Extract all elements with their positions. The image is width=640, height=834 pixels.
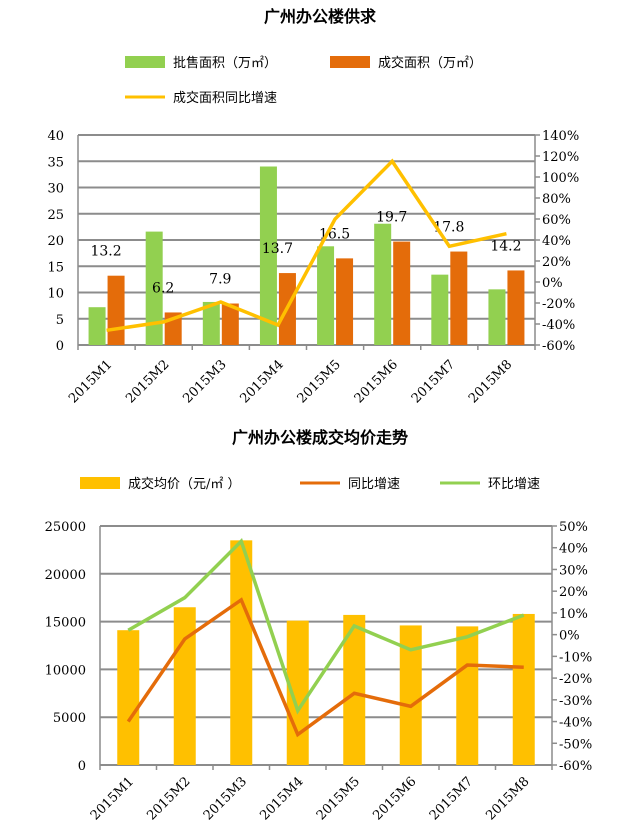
y2-tick-label: 0%	[559, 629, 580, 644]
bar-成交均价（元/㎡ ）	[343, 614, 366, 765]
x-tick-label: 2015M6	[370, 774, 419, 823]
y2-tick-label: 140%	[542, 129, 579, 144]
y-tick-label: 25	[47, 208, 64, 223]
y2-tick-label: 40%	[559, 542, 588, 557]
y2-tick-label: -10%	[559, 650, 592, 665]
bar-成交面积（万㎡）	[393, 241, 411, 345]
y-tick-label: 40	[47, 129, 64, 144]
bar-成交均价（元/㎡ ）	[117, 630, 140, 765]
x-tick-label: 2015M4	[238, 357, 287, 406]
y2-tick-label: -40%	[542, 318, 575, 333]
bar-批售面积（万㎡）	[488, 289, 506, 345]
legend-label: 同比增速	[348, 477, 400, 492]
bar-批售面积（万㎡）	[317, 246, 335, 345]
bar-成交面积（万㎡）	[450, 251, 468, 345]
legend-swatch	[330, 56, 370, 68]
legend-label: 成交面积（万㎡）	[378, 55, 482, 71]
y-tick-label: 10000	[45, 663, 86, 678]
bar-成交面积（万㎡）	[336, 258, 354, 345]
x-tick-label: 2015M4	[257, 774, 306, 823]
chart-title: 广州办公楼供求	[264, 7, 377, 26]
y2-tick-label: -40%	[559, 716, 592, 731]
chart-title: 广州办公楼成交均价走势	[232, 428, 408, 447]
legend-label: 环比增速	[488, 477, 540, 492]
y2-tick-label: 120%	[542, 150, 579, 165]
x-tick-label: 2015M7	[427, 774, 476, 823]
y-tick-label: 15	[47, 260, 64, 275]
y-tick-label: 20	[47, 234, 64, 249]
bar-批售面积（万㎡）	[259, 166, 277, 345]
y2-tick-label: -30%	[559, 694, 592, 709]
y2-tick-label: 50%	[559, 520, 588, 535]
line-series	[126, 597, 524, 738]
legend-label: 成交面积同比增速	[173, 90, 277, 106]
x-tick-label: 2015M1	[66, 357, 115, 406]
y2-tick-label: 60%	[542, 213, 571, 228]
y-tick-label: 20000	[45, 568, 86, 583]
x-tick-label: 2015M6	[352, 357, 401, 406]
y2-tick-label: -50%	[559, 737, 592, 752]
bar-批售面积（万㎡）	[88, 307, 106, 345]
bar-成交均价（元/㎡ ）	[512, 613, 535, 765]
x-tick-label: 2015M8	[466, 357, 515, 406]
x-tick-label: 2015M2	[144, 774, 193, 823]
y2-tick-label: 30%	[559, 563, 588, 578]
bar-批售面积（万㎡）	[145, 231, 163, 345]
y-tick-label: 5	[56, 313, 64, 328]
y2-tick-label: 10%	[559, 607, 588, 622]
bar-批售面积（万㎡）	[431, 274, 449, 345]
y-tick-label: 10	[47, 287, 64, 302]
y2-tick-label: -60%	[559, 759, 592, 774]
bar-成交面积（万㎡）	[507, 270, 525, 345]
data-label: 7.9	[209, 272, 231, 288]
legend-swatch	[80, 477, 120, 489]
data-label: 19.7	[376, 210, 407, 226]
data-label: 6.2	[152, 280, 174, 296]
y2-tick-label: 0%	[542, 276, 563, 291]
data-label: 14.2	[490, 238, 521, 254]
y2-tick-label: 100%	[542, 171, 579, 186]
x-tick-label: 2015M2	[123, 357, 172, 406]
data-label: 13.2	[90, 244, 121, 260]
x-tick-label: 2015M5	[295, 357, 344, 406]
y2-tick-label: -20%	[542, 297, 575, 312]
y-tick-label: 25000	[45, 520, 86, 535]
data-label: 16.5	[319, 226, 350, 242]
x-tick-label: 2015M5	[314, 774, 363, 823]
bar-成交面积（万㎡）	[221, 303, 239, 345]
y-tick-label: 0	[56, 339, 64, 354]
y-tick-label: 15000	[45, 616, 86, 631]
y-tick-label: 35	[47, 155, 64, 170]
line-series	[106, 158, 507, 333]
data-label: 13.7	[262, 241, 293, 257]
bar-批售面积（万㎡）	[374, 223, 392, 345]
y-tick-label: 0	[78, 759, 86, 774]
bar-批售面积（万㎡）	[202, 301, 220, 345]
legend-label: 成交均价（元/㎡ ）	[128, 476, 241, 492]
x-tick-label: 2015M3	[180, 357, 229, 406]
line-series	[127, 537, 525, 715]
y2-tick-label: 20%	[559, 585, 588, 600]
x-tick-label: 2015M7	[409, 357, 458, 406]
x-tick-label: 2015M1	[88, 774, 137, 823]
bar-成交均价（元/㎡ ）	[399, 625, 422, 765]
y2-tick-label: -20%	[559, 672, 592, 687]
bar-成交均价（元/㎡ ）	[230, 540, 253, 765]
bar-成交面积（万㎡）	[107, 275, 125, 345]
legend-swatch	[125, 56, 165, 68]
bar-成交均价（元/㎡ ）	[173, 607, 196, 765]
y2-tick-label: 40%	[542, 234, 571, 249]
y2-tick-label: 20%	[542, 255, 571, 270]
y-tick-label: 5000	[53, 711, 86, 726]
y2-tick-label: 80%	[542, 192, 571, 207]
y2-tick-label: -60%	[542, 339, 575, 354]
bar-成交均价（元/㎡ ）	[456, 626, 479, 765]
y-tick-label: 30	[47, 182, 64, 197]
legend-label: 批售面积（万㎡）	[173, 55, 277, 71]
x-tick-label: 2015M8	[483, 774, 532, 823]
x-tick-label: 2015M3	[201, 774, 250, 823]
